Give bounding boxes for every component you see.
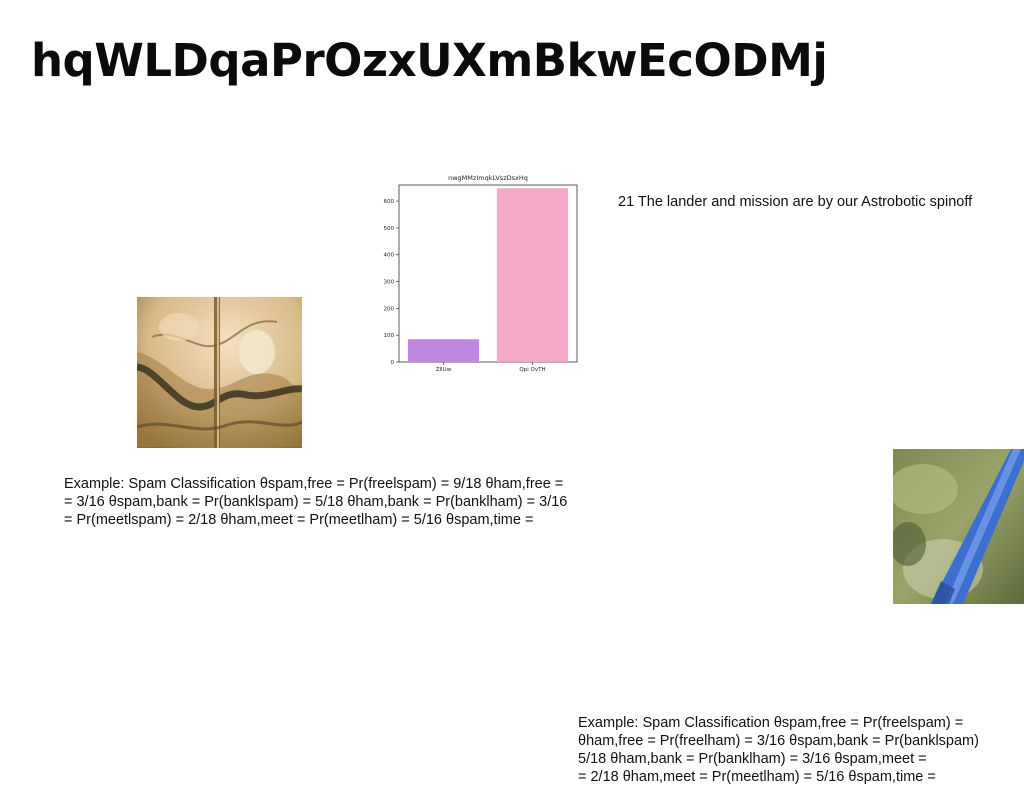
text-block-spam-example-2: Example: Spam Classification θspam,free … xyxy=(578,714,979,786)
x-tick-label: Qpi OvTH xyxy=(519,367,545,373)
chart-title: nwgMMzImqkLVszDsxHq xyxy=(448,174,528,182)
text-block-spam-example-1: Example: Spam Classification θspam,free … xyxy=(64,475,567,529)
y-tick-label: 400 xyxy=(384,253,395,259)
y-tick-label: 600 xyxy=(384,199,395,205)
y-tick-label: 300 xyxy=(384,280,395,286)
slide-caption: 21 The lander and mission are by our Ast… xyxy=(618,194,973,210)
microscope-photo xyxy=(137,297,302,448)
bar-1 xyxy=(407,339,480,362)
blue-instrument-image xyxy=(893,449,1024,604)
slide-title: hqWLDqaPrOzxUXmBkwEcODMj xyxy=(31,34,828,87)
blue-tool-photo xyxy=(893,449,1024,604)
text-line: Example: Spam Classification θspam,free … xyxy=(578,715,964,731)
text-line: = Pr(meetlspam) = 2/18 θham,meet = Pr(me… xyxy=(64,512,534,528)
y-tick-label: 500 xyxy=(384,226,395,232)
y-tick-label: 200 xyxy=(384,306,395,312)
bar-chart-svg: nwgMMzImqkLVszDsxHq 0 100 200 300 400 500 600 Zl… xyxy=(384,174,578,373)
microscope-sample-image xyxy=(137,297,302,448)
text-line: 5/18 θham,bank = Pr(banklham) = 3/16 θsp… xyxy=(578,751,927,767)
y-tick-label: 100 xyxy=(384,333,395,339)
bar-chart: nwgMMzImqkLVszDsxHq 0 100 200 300 400 500 600 Zl… xyxy=(378,170,584,380)
text-line: = 3/16 θspam,bank = Pr(banklspam) = 5/18… xyxy=(64,494,568,510)
text-line: = 2/18 θham,meet = Pr(meetlham) = 5/16 θ… xyxy=(578,769,936,785)
text-line: Example: Spam Classification θspam,free … xyxy=(64,476,564,492)
bar-2 xyxy=(496,188,569,362)
x-tick-label: ZlIUw xyxy=(436,367,452,373)
text-line: θham,free = Pr(freelham) = 3/16 θspam,ba… xyxy=(578,733,979,749)
y-tick-label: 0 xyxy=(391,360,395,366)
